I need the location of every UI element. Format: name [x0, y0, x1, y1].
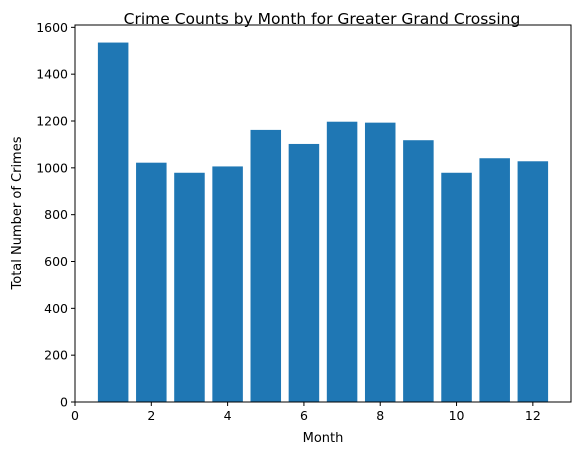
y-tick-label: 0: [60, 395, 68, 410]
y-tick-label: 400: [44, 301, 68, 316]
bars-group: [97, 42, 549, 403]
bar-month-11: [479, 158, 510, 402]
bar-month-10: [441, 172, 472, 402]
x-axis-label: Month: [303, 431, 344, 446]
y-tick-label: 200: [44, 348, 68, 363]
x-tick-label: 0: [71, 408, 79, 423]
y-tick-label: 800: [44, 207, 68, 222]
plot-frame: [74, 24, 572, 403]
bar-month-12: [517, 161, 549, 402]
y-tick-label: 1000: [36, 160, 68, 175]
x-tick-label: 10: [449, 408, 465, 423]
bar-month-6: [288, 143, 320, 402]
y-ticks-group: 0 200 400 600 800 1000 1200 1400 1600: [36, 20, 75, 410]
x-ticks-group: 0 2 4 6 8 10 12: [71, 402, 541, 423]
y-tick-label: 1400: [36, 67, 68, 82]
y-tick-label: 600: [44, 254, 68, 269]
x-tick-label: 12: [525, 408, 541, 423]
x-tick-label: 2: [147, 408, 155, 423]
bar-month-2: [136, 162, 167, 402]
bar-month-1: [97, 42, 129, 403]
bar-month-9: [403, 140, 434, 402]
x-tick-label: 6: [300, 408, 308, 423]
y-axis-label: Total Number of Crimes: [10, 136, 25, 290]
bar-month-8: [364, 122, 396, 403]
bar-month-4: [212, 166, 243, 402]
x-tick-label: 8: [376, 408, 384, 423]
y-tick-label: 1600: [36, 20, 68, 35]
chart-title: Crime Counts by Month for Greater Grand …: [124, 10, 521, 28]
bar-month-3: [174, 172, 205, 402]
x-tick-label: 4: [224, 408, 232, 423]
bar-month-5: [250, 129, 282, 402]
y-tick-label: 1200: [36, 114, 68, 129]
bar-month-7: [326, 121, 358, 403]
